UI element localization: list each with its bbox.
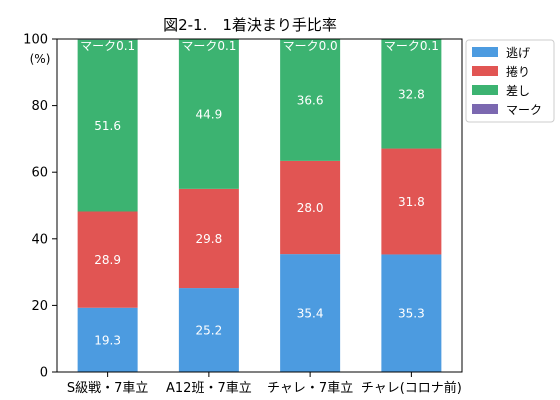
bar-segment xyxy=(178,188,239,289)
data-label: 19.3 xyxy=(94,333,121,347)
bar-segment xyxy=(381,148,442,255)
y-tick-label: 100 xyxy=(23,33,48,48)
data-label: マーク0.1 xyxy=(181,39,236,53)
bar-segment xyxy=(381,39,442,149)
data-label: 36.6 xyxy=(297,93,324,107)
bars-group xyxy=(77,39,442,372)
bar-segment xyxy=(77,307,138,372)
plot-frame xyxy=(56,38,463,373)
legend-label: 逃げ xyxy=(506,46,530,60)
data-label: 51.6 xyxy=(94,119,121,133)
data-label: 28.0 xyxy=(297,201,324,215)
legend-box xyxy=(465,39,555,123)
legend-label: マーク xyxy=(506,103,542,117)
y-tick-label: 80 xyxy=(31,99,48,114)
y-tick-label: 20 xyxy=(31,299,48,314)
data-label: マーク0.1 xyxy=(384,39,439,53)
data-label: マーク0.1 xyxy=(80,39,135,53)
bar-segment xyxy=(280,39,341,161)
data-label: マーク0.0 xyxy=(283,39,338,53)
data-label: 25.2 xyxy=(196,324,223,338)
x-tick-label: チャレ(コロナ前) xyxy=(361,380,462,396)
x-tick-label: A12班・7車立 xyxy=(166,381,252,396)
legend-swatch xyxy=(472,85,498,95)
bar-segment xyxy=(178,288,239,372)
bar-segment xyxy=(280,254,341,372)
y-axis-unit: (%) xyxy=(30,52,51,66)
y-axis: 0 20 40 60 80 100 xyxy=(23,33,57,381)
data-label: 44.9 xyxy=(196,108,223,122)
y-tick-label: 40 xyxy=(31,232,48,247)
legend-label: 捲り xyxy=(506,65,530,79)
data-label: 28.9 xyxy=(94,253,121,267)
legend-swatch xyxy=(472,104,498,114)
data-label: 35.4 xyxy=(297,307,324,321)
legend-swatch xyxy=(472,66,498,76)
data-label: 35.3 xyxy=(398,307,425,321)
data-label: 29.8 xyxy=(196,232,223,246)
x-tick-label: S級戦・7車立 xyxy=(67,381,149,396)
x-tick-label: チャレ・7車立 xyxy=(267,381,353,396)
y-tick-label: 60 xyxy=(31,166,48,181)
legend-swatch xyxy=(472,47,498,57)
bar-segment xyxy=(178,39,239,189)
bar-segment xyxy=(77,39,138,212)
data-label: 31.8 xyxy=(398,195,425,209)
x-axis: S級戦・7車立 A12班・7車立 チャレ・7車立 チャレ(コロナ前) xyxy=(67,372,462,396)
legend-label: 差し xyxy=(506,84,530,98)
data-label: 32.8 xyxy=(398,87,425,101)
bar-segment xyxy=(77,211,138,308)
bar-segment xyxy=(280,160,341,255)
y-tick-label: 0 xyxy=(40,366,48,381)
chart-title: 図2-1. 1着決まり手比率 xyxy=(163,16,337,34)
data-labels-group: 19.3 28.9 51.6 マーク0.1 25.2 29.8 44.9 マーク0.1 35.4… xyxy=(80,39,439,347)
bar-segment xyxy=(381,254,442,372)
